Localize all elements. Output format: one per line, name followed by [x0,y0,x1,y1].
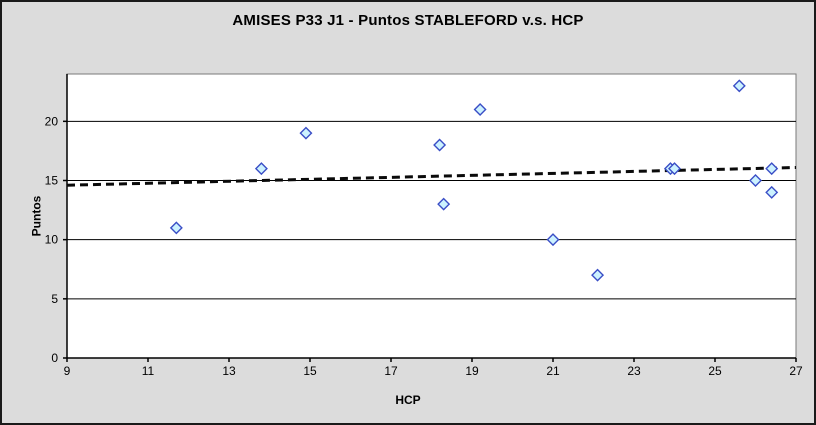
data-point-marker [732,79,746,93]
x-tick-label: 13 [222,364,236,378]
data-point-marker [299,126,313,140]
plot-background [66,73,797,359]
x-tick-label: 21 [546,364,560,378]
y-tick-label: 0 [51,351,58,365]
data-point-marker [765,185,779,199]
y-axis-title: Puntos [29,195,44,237]
x-tick-label: 9 [64,364,71,378]
x-tick-label: 19 [465,364,479,378]
chart-title: AMISES P33 J1 - Puntos STABLEFORD v.s. H… [232,12,584,29]
y-tick-label: 15 [45,174,59,188]
x-tick-label: 15 [303,364,317,378]
x-tick-label: 27 [789,364,803,378]
data-point-marker [546,233,560,247]
y-tick-label: 10 [45,233,59,247]
x-tick-label: 11 [142,364,155,378]
data-point-marker [437,197,451,211]
data-point-marker [765,162,779,176]
y-tick-label: 20 [45,114,59,128]
y-tick-label: 5 [51,292,58,306]
x-tick-label: 25 [708,364,722,378]
data-point-marker [668,162,681,176]
data-point-marker [473,103,487,116]
x-axis-title: HCP [395,393,421,407]
data-point-marker [254,162,268,176]
data-point-marker [749,174,762,187]
x-tick-label: 23 [627,364,641,378]
x-tick-label: 17 [384,364,398,378]
trendline [66,165,797,187]
data-point-marker [591,268,605,282]
data-point-marker [433,138,447,152]
data-point-marker [169,221,183,235]
